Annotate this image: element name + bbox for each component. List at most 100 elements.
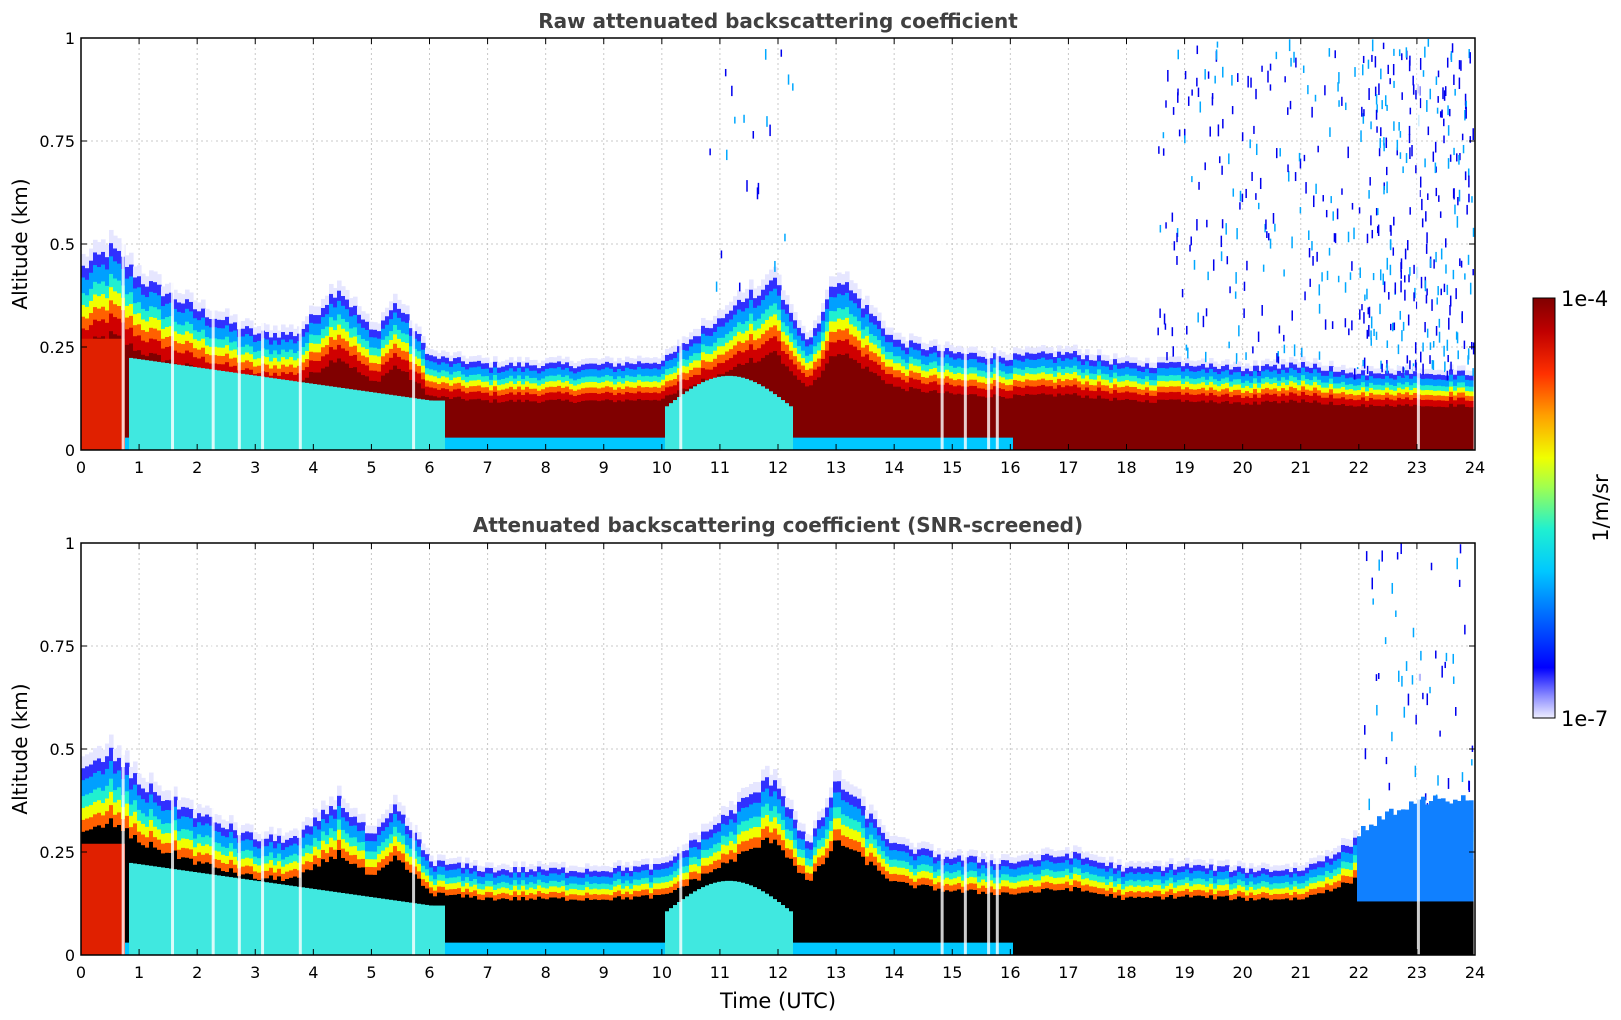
heatmap-cell bbox=[701, 382, 706, 450]
heatmap-cell bbox=[393, 353, 398, 367]
heatmap-cell bbox=[333, 891, 338, 955]
heatmap-cell bbox=[449, 374, 454, 381]
heatmap-cell bbox=[353, 825, 358, 838]
heatmap-cell bbox=[901, 388, 906, 450]
heatmap-cell bbox=[249, 346, 254, 355]
heatmap-cell bbox=[1337, 376, 1342, 385]
noise-speck bbox=[1447, 125, 1450, 136]
noise-speck bbox=[1419, 190, 1421, 198]
heatmap-cell bbox=[245, 879, 250, 955]
heatmap-cell bbox=[545, 400, 550, 450]
heatmap-cell bbox=[209, 837, 214, 847]
noise-speck bbox=[1333, 233, 1336, 242]
heatmap-cell bbox=[365, 841, 370, 852]
heatmap-cell bbox=[101, 815, 106, 829]
heatmap-cell bbox=[569, 437, 574, 450]
heatmap-cell bbox=[1445, 386, 1450, 392]
heatmap-cell bbox=[1109, 358, 1114, 366]
heatmap-cell bbox=[217, 831, 222, 844]
heatmap-column bbox=[481, 357, 486, 450]
heatmap-cell bbox=[465, 437, 470, 450]
heatmap-cell bbox=[901, 343, 906, 351]
heatmap-cell bbox=[233, 848, 238, 858]
heatmap-column bbox=[729, 85, 734, 450]
heatmap-cell bbox=[1089, 360, 1094, 367]
heatmap-cell bbox=[469, 380, 474, 387]
heatmap-cell bbox=[1433, 406, 1438, 450]
heatmap-cell bbox=[1113, 390, 1118, 399]
heatmap-column bbox=[1181, 70, 1187, 450]
heatmap-cell bbox=[309, 834, 314, 847]
heatmap-cell bbox=[177, 809, 182, 820]
heatmap-cell bbox=[909, 387, 914, 450]
heatmap-column bbox=[385, 809, 390, 955]
heatmap-cell bbox=[249, 858, 254, 867]
heatmap-cell bbox=[157, 295, 162, 310]
heatmap-cell bbox=[257, 340, 262, 352]
heatmap-cell bbox=[189, 849, 194, 860]
heatmap-cell bbox=[621, 437, 626, 450]
heatmap-cell bbox=[717, 326, 722, 339]
heatmap-cell bbox=[273, 325, 278, 334]
noise-speck bbox=[1432, 341, 1435, 348]
heatmap-cell bbox=[461, 867, 466, 875]
noise-speck bbox=[1404, 275, 1406, 283]
heatmap-cell bbox=[569, 360, 574, 367]
heatmap-cell bbox=[881, 369, 886, 381]
noise-speck bbox=[1425, 243, 1428, 254]
heatmap-cell bbox=[145, 321, 150, 333]
heatmap-cell bbox=[581, 359, 586, 366]
heatmap-cell bbox=[969, 379, 974, 387]
heatmap-cell bbox=[441, 370, 446, 377]
heatmap-column bbox=[961, 347, 966, 450]
heatmap-cell bbox=[713, 342, 718, 352]
heatmap-cell bbox=[345, 299, 350, 310]
heatmap-cell bbox=[749, 313, 754, 325]
heatmap-cell bbox=[553, 437, 558, 450]
heatmap-cell bbox=[229, 831, 234, 844]
heatmap-cell bbox=[101, 774, 106, 792]
heatmap-column bbox=[865, 295, 870, 450]
heatmap-cell bbox=[1405, 370, 1410, 376]
heatmap-cell bbox=[1165, 387, 1170, 394]
heatmap-cell bbox=[461, 391, 466, 400]
heatmap-cell bbox=[609, 363, 614, 370]
heatmap-cell bbox=[1333, 371, 1338, 378]
heatmap-cell bbox=[777, 309, 782, 321]
heatmap-cell bbox=[569, 401, 574, 450]
heatmap-cell bbox=[349, 307, 354, 317]
heatmap-cell bbox=[1301, 375, 1306, 382]
noise-speck bbox=[756, 187, 759, 200]
heatmap-cell bbox=[437, 866, 442, 876]
heatmap-cell bbox=[625, 399, 630, 450]
heatmap-cell bbox=[1173, 367, 1178, 376]
heatmap-cell bbox=[97, 843, 102, 955]
heatmap-cell bbox=[877, 340, 882, 349]
heatmap-cell bbox=[1053, 357, 1058, 364]
x-tick-label: 17 bbox=[1058, 458, 1078, 477]
heatmap-cell bbox=[1017, 360, 1022, 370]
heatmap-cell bbox=[421, 372, 426, 380]
noise-speck bbox=[1228, 153, 1230, 165]
heatmap-cell bbox=[733, 336, 738, 347]
heatmap-cell bbox=[1161, 356, 1166, 364]
heatmap-cell bbox=[433, 376, 438, 383]
heatmap-cell bbox=[1357, 399, 1362, 407]
heatmap-cell bbox=[205, 345, 210, 355]
heatmap-cell bbox=[577, 384, 582, 391]
heatmap-cell bbox=[1345, 399, 1350, 407]
noise-speck bbox=[1431, 299, 1433, 311]
heatmap-cell bbox=[845, 292, 850, 308]
noise-speck bbox=[1399, 130, 1402, 138]
heatmap-cell bbox=[585, 376, 590, 383]
heatmap-column bbox=[993, 347, 998, 450]
heatmap-cell bbox=[961, 347, 966, 355]
heatmap-cell bbox=[301, 328, 306, 338]
heatmap-cell bbox=[449, 858, 454, 865]
noise-speck bbox=[1185, 344, 1188, 351]
heatmap-cell bbox=[945, 341, 950, 349]
heatmap-cell bbox=[865, 366, 870, 450]
heatmap-cell bbox=[281, 324, 286, 333]
heatmap-cell bbox=[449, 869, 454, 879]
heatmap-cell bbox=[541, 389, 546, 396]
